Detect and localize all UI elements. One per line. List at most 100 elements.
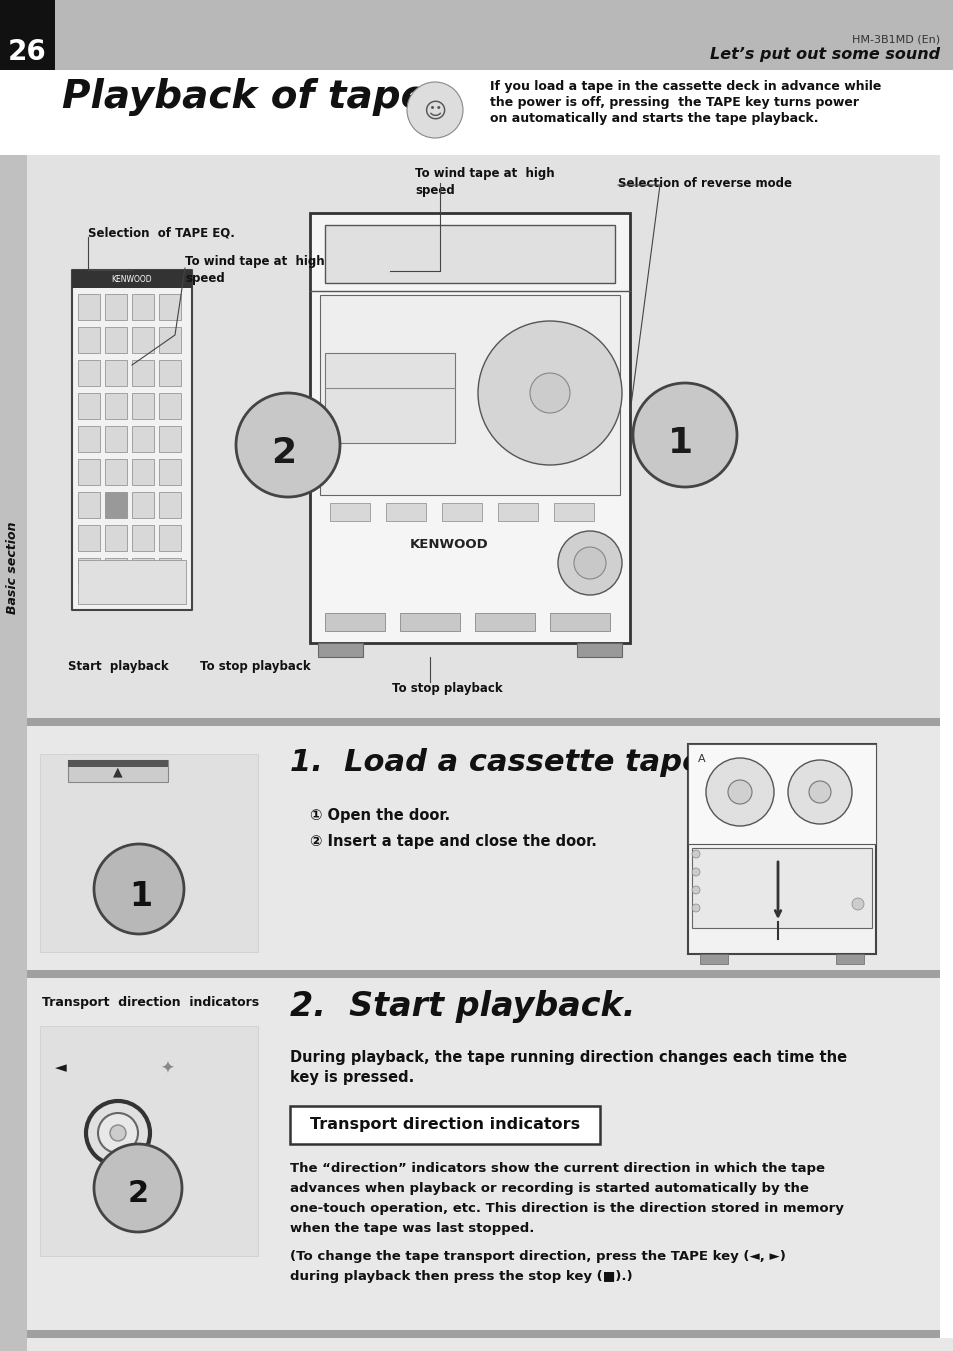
Circle shape — [705, 758, 773, 825]
Circle shape — [727, 780, 751, 804]
Bar — [132, 393, 153, 419]
Bar — [40, 1025, 257, 1256]
Bar — [159, 459, 181, 485]
Bar — [71, 270, 192, 611]
Circle shape — [633, 382, 737, 486]
Bar — [105, 426, 127, 453]
Circle shape — [94, 1144, 182, 1232]
Bar — [159, 359, 181, 386]
Bar — [550, 613, 609, 631]
Text: 2.  Start playback.: 2. Start playback. — [290, 990, 635, 1023]
Text: when the tape was last stopped.: when the tape was last stopped. — [290, 1223, 534, 1235]
Circle shape — [691, 904, 700, 912]
Circle shape — [558, 531, 621, 594]
Bar — [78, 327, 100, 353]
Bar — [78, 426, 100, 453]
Bar — [132, 426, 153, 453]
Bar — [310, 213, 629, 643]
Bar — [475, 613, 535, 631]
Bar — [27, 978, 939, 1329]
Bar — [554, 503, 594, 521]
Text: 2: 2 — [272, 436, 296, 470]
Bar — [159, 526, 181, 551]
Bar — [159, 295, 181, 320]
Bar — [835, 954, 863, 965]
Text: during playback then press the stop key (■).): during playback then press the stop key … — [290, 1270, 632, 1283]
Circle shape — [235, 393, 339, 497]
Text: ② Insert a tape and close the door.: ② Insert a tape and close the door. — [310, 834, 597, 848]
Text: If you load a tape in the cassette deck in advance while: If you load a tape in the cassette deck … — [490, 80, 881, 93]
Bar — [159, 393, 181, 419]
Bar — [700, 954, 727, 965]
Bar — [78, 558, 100, 584]
Text: To stop playback: To stop playback — [392, 682, 502, 694]
Text: KENWOOD: KENWOOD — [410, 538, 488, 551]
Circle shape — [477, 322, 621, 465]
Text: 1: 1 — [668, 426, 693, 459]
Circle shape — [94, 844, 184, 934]
Text: The “direction” indicators show the current direction in which the tape: The “direction” indicators show the curr… — [290, 1162, 824, 1175]
Text: 26: 26 — [8, 38, 47, 66]
Text: Selection of reverse mode: Selection of reverse mode — [618, 177, 791, 190]
Bar — [132, 359, 153, 386]
Bar — [78, 492, 100, 517]
Text: To stop playback: To stop playback — [200, 661, 311, 673]
Bar — [78, 393, 100, 419]
Circle shape — [98, 1113, 138, 1152]
Bar — [159, 426, 181, 453]
Text: (To change the tape transport direction, press the TAPE key (◄, ►): (To change the tape transport direction,… — [290, 1250, 785, 1263]
Circle shape — [691, 867, 700, 875]
Circle shape — [407, 82, 462, 138]
Text: A: A — [698, 754, 705, 765]
Circle shape — [851, 898, 863, 911]
Text: ▲: ▲ — [113, 766, 123, 778]
Bar — [27, 1329, 939, 1337]
Bar — [78, 459, 100, 485]
Bar — [78, 526, 100, 551]
Bar — [399, 613, 459, 631]
Bar — [105, 295, 127, 320]
Circle shape — [808, 781, 830, 802]
Bar — [0, 155, 27, 1351]
Text: ① Open the door.: ① Open the door. — [310, 808, 450, 823]
Text: key is pressed.: key is pressed. — [290, 1070, 414, 1085]
Bar — [441, 503, 481, 521]
Bar — [105, 459, 127, 485]
Bar — [132, 492, 153, 517]
Bar — [325, 613, 385, 631]
Circle shape — [110, 1125, 126, 1142]
Bar — [132, 558, 153, 584]
Bar — [105, 327, 127, 353]
Text: Start  playback: Start playback — [68, 661, 169, 673]
Text: 1.  Load a cassette tape.: 1. Load a cassette tape. — [290, 748, 714, 777]
Bar — [330, 503, 370, 521]
Text: 2: 2 — [128, 1179, 149, 1209]
Bar — [71, 270, 192, 288]
Bar — [132, 295, 153, 320]
Bar — [325, 353, 455, 443]
Bar — [691, 848, 871, 928]
Text: ☺: ☺ — [423, 101, 446, 122]
Text: To wind tape at  high
speed: To wind tape at high speed — [185, 255, 324, 285]
Bar — [0, 70, 953, 155]
Bar — [577, 643, 621, 657]
Text: on automatically and starts the tape playback.: on automatically and starts the tape pla… — [490, 112, 818, 126]
Circle shape — [574, 547, 605, 580]
Text: ◄: ◄ — [55, 1061, 67, 1075]
Bar — [78, 561, 186, 604]
Text: Transport direction indicators: Transport direction indicators — [310, 1117, 579, 1132]
Text: Selection  of TAPE EQ.: Selection of TAPE EQ. — [88, 227, 234, 240]
Bar — [68, 761, 168, 767]
Bar — [0, 1337, 953, 1351]
Bar — [132, 459, 153, 485]
Text: During playback, the tape running direction changes each time the: During playback, the tape running direct… — [290, 1050, 846, 1065]
Bar — [27, 725, 939, 970]
Bar — [319, 295, 619, 494]
Bar — [687, 744, 875, 844]
Bar — [0, 0, 55, 70]
Bar — [27, 970, 939, 978]
Bar — [159, 327, 181, 353]
Bar — [105, 526, 127, 551]
Bar — [27, 155, 939, 717]
Bar — [105, 492, 127, 517]
